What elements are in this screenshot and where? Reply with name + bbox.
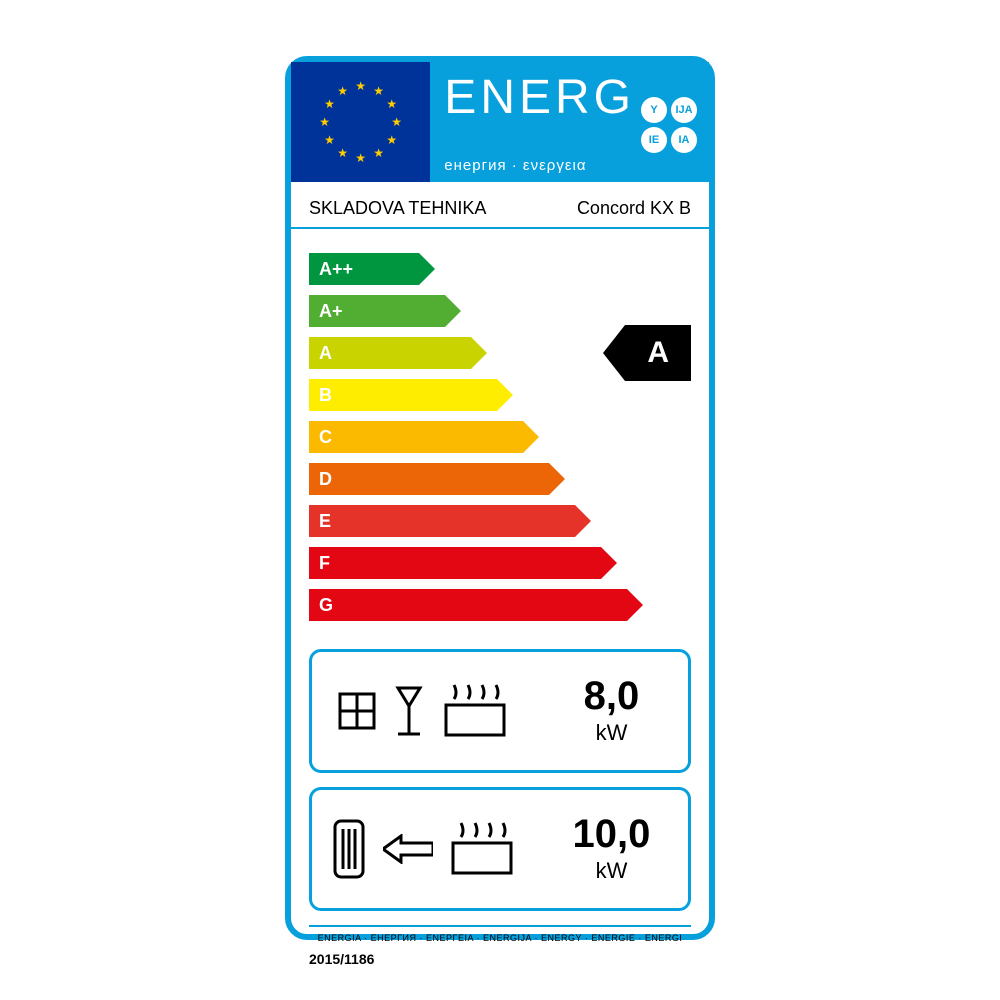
efficiency-class-row: F: [309, 547, 617, 579]
window-icon: [336, 690, 378, 732]
water-heating-value: 10,0 kW: [535, 814, 688, 884]
rating-pointer: A: [603, 325, 691, 381]
stove-icon: [447, 819, 517, 879]
room-heating-icons: [312, 681, 535, 741]
spec-number: 10,0: [535, 814, 688, 854]
efficiency-class-row: B: [309, 379, 513, 411]
model: Concord KX B: [577, 198, 691, 219]
energ-subtitle: енергия · ενεργεια: [444, 157, 697, 174]
efficiency-scale: A A++A+ABCDEFG: [309, 253, 691, 631]
rating-arrow-head: [603, 325, 625, 381]
spec-number: 8,0: [535, 676, 688, 716]
energ-banner: ENERG YIJAIEIA енергия · ενεργεια: [430, 62, 709, 182]
arrow-left-icon: [383, 834, 433, 864]
efficiency-class-row: D: [309, 463, 565, 495]
eu-stars: ★★★★★★★★★★★★: [316, 77, 406, 167]
rating-value: A: [625, 325, 691, 381]
regulation: 2015/1186: [309, 951, 691, 967]
lang-badges: YIJAIEIA: [641, 97, 697, 153]
spec-water-heating: 10,0 kW: [309, 787, 691, 911]
spec-unit: kW: [535, 720, 688, 746]
stove-icon: [440, 681, 510, 741]
water-heating-icons: [312, 817, 535, 881]
efficiency-class-row: A++: [309, 253, 435, 285]
efficiency-class-row: A+: [309, 295, 461, 327]
energia-line: ENERGIA · ЕНЕРГИЯ · ΕΝΕΡΓΕΙΑ · ENERGIJA …: [309, 925, 691, 943]
boiler-icon: [329, 817, 369, 881]
efficiency-class-row: C: [309, 421, 539, 453]
energ-title: ENERG: [444, 74, 635, 122]
energy-label: ★★★★★★★★★★★★ ENERG YIJAIEIA енергия · εν…: [285, 56, 715, 940]
eu-flag: ★★★★★★★★★★★★: [291, 62, 430, 182]
spec-unit: kW: [535, 858, 688, 884]
efficiency-class-row: G: [309, 589, 643, 621]
room-heating-value: 8,0 kW: [535, 676, 688, 746]
brand-row: SKLADOVA TEHNIKA Concord KX B: [291, 182, 709, 229]
efficiency-class-row: E: [309, 505, 591, 537]
header: ★★★★★★★★★★★★ ENERG YIJAIEIA енергия · εν…: [291, 62, 709, 182]
efficiency-class-row: A: [309, 337, 487, 369]
manufacturer: SKLADOVA TEHNIKA: [309, 198, 486, 219]
spec-room-heating: 8,0 kW: [309, 649, 691, 773]
lamp-icon: [392, 684, 426, 738]
